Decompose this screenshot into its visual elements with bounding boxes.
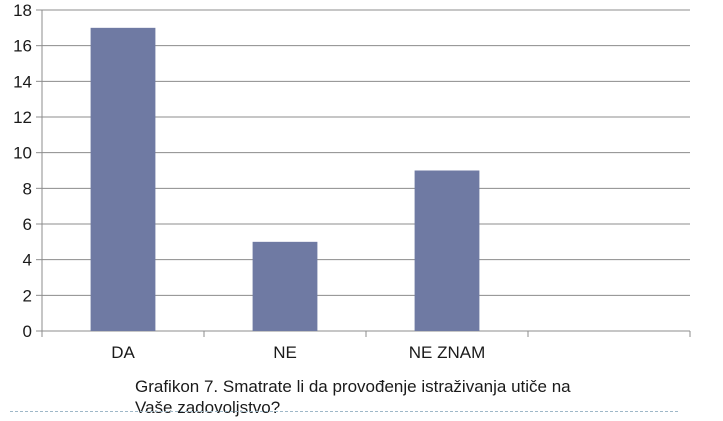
bar-ne [252,241,318,331]
bar-chart: 0 2 4 6 8 10 12 14 16 18 DA NE NE ZNAM [13,1,691,362]
x-category-label-ne: NE [273,343,297,362]
y-tick-label-12: 12 [13,108,32,127]
y-tick-label-0: 0 [23,322,32,341]
y-tick-labels: 0 2 4 6 8 10 12 14 16 18 [13,1,32,341]
y-tick-label-16: 16 [13,37,32,56]
x-category-labels: DA NE NE ZNAM [111,343,485,362]
figure-caption: Grafikon 7. Smatrate li da provođenje is… [135,376,655,418]
y-tick-label-18: 18 [13,1,32,20]
caption-line-2: Vaše zadovoljstvo? [135,398,281,417]
y-tick-label-8: 8 [23,179,32,198]
bars [90,27,480,331]
y-tick-label-2: 2 [23,286,32,305]
caption-line-1: Grafikon 7. Smatrate li da provođenje is… [135,377,571,396]
y-tick-label-14: 14 [13,72,32,91]
x-category-label-da: DA [111,343,135,362]
y-tick-label-10: 10 [13,144,32,163]
y-tick-label-4: 4 [23,251,32,270]
bar-da [90,27,156,331]
y-tick-label-6: 6 [23,215,32,234]
dashed-divider [10,411,678,412]
x-category-label-ne-znam: NE ZNAM [409,343,486,362]
bar-ne-znam [414,170,480,331]
